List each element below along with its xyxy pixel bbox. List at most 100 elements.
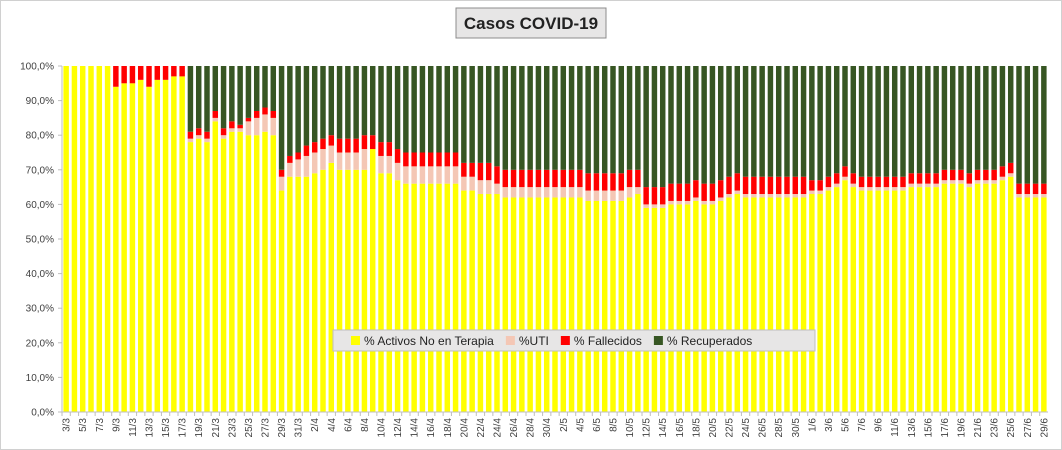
legend-label: % Recuperados <box>667 334 752 348</box>
x-tick-label: 23/3 <box>227 418 238 438</box>
bar-segment <box>419 152 426 167</box>
bar-segment <box>635 187 641 195</box>
bar-segment <box>842 66 848 167</box>
x-tick-label: 24/4 <box>493 418 504 438</box>
bar-segment <box>510 187 517 198</box>
bar-segment <box>635 169 641 188</box>
bar-segment <box>568 169 575 188</box>
bar-segment <box>543 197 550 412</box>
legend-swatch <box>505 336 515 345</box>
bar-segment <box>651 66 658 188</box>
bar-segment <box>187 66 194 132</box>
bar-segment <box>137 66 144 80</box>
bar-segment <box>635 66 641 170</box>
bar-segment <box>817 194 823 412</box>
bar-segment <box>792 66 799 177</box>
bar-segment <box>469 66 475 163</box>
bar-segment <box>676 183 683 201</box>
bar-segment <box>626 169 633 188</box>
y-tick-label: 90,0% <box>26 96 54 107</box>
bar-segment <box>494 166 500 184</box>
x-tick-label: 17/6 <box>940 418 951 438</box>
bar-segment <box>867 187 873 191</box>
bar-segment <box>287 66 293 156</box>
bar-segment <box>875 190 881 412</box>
bar-segment <box>610 200 616 412</box>
bar-segment <box>494 194 500 412</box>
bar-segment <box>328 66 335 136</box>
x-tick-label: 6/4 <box>343 418 354 432</box>
bar-segment <box>726 66 732 177</box>
bar-segment <box>966 187 973 412</box>
bar-segment <box>411 166 417 184</box>
x-tick-label: 20/5 <box>708 418 719 438</box>
bar-segment <box>651 207 658 412</box>
bar-segment <box>461 66 467 163</box>
bar-segment <box>759 176 765 195</box>
bar-segment <box>742 197 749 412</box>
bar-segment <box>461 190 467 412</box>
bar-segment <box>146 86 152 412</box>
bar-segment <box>974 66 981 170</box>
x-tick-label: 31/3 <box>294 418 305 438</box>
bar-segment <box>941 183 948 412</box>
x-tick-label: 19/6 <box>957 418 968 438</box>
bar-segment <box>485 66 492 163</box>
bar-segment <box>510 66 517 170</box>
bar-segment <box>983 180 989 184</box>
bar-segment <box>519 197 525 412</box>
bar-segment <box>386 66 393 143</box>
bar-segment <box>941 180 948 184</box>
bar-segment <box>1032 66 1039 184</box>
x-tick-label: 25/6 <box>1006 418 1017 438</box>
bar-segment <box>701 204 707 412</box>
x-tick-label: 30/4 <box>542 418 553 438</box>
bar-segment <box>162 79 169 412</box>
bar-segment <box>659 187 666 205</box>
bar-segment <box>411 66 417 153</box>
bar-segment <box>477 180 484 195</box>
bar-segment <box>1016 66 1022 184</box>
bar-segment <box>585 190 591 201</box>
bar-segment <box>891 176 898 188</box>
x-tick-label: 28/5 <box>774 418 785 438</box>
bar-segment <box>734 194 741 412</box>
bar-segment <box>519 66 525 170</box>
bar-segment <box>535 197 542 412</box>
bar-segment <box>195 128 202 136</box>
bar-segment <box>394 180 401 412</box>
bar-segment <box>345 152 351 170</box>
title-box <box>455 7 607 39</box>
bar-segment <box>270 110 277 118</box>
bar-segment <box>792 197 799 412</box>
bar-segment <box>693 180 699 198</box>
bar-segment <box>676 66 683 184</box>
bar-segment <box>63 66 69 412</box>
x-tick-label: 4/4 <box>327 418 338 432</box>
bar-segment <box>800 176 807 195</box>
bar-segment <box>113 86 119 412</box>
bar-segment <box>137 79 144 412</box>
x-tick-label: 10/5 <box>625 418 636 438</box>
bar-segment <box>187 138 194 143</box>
bar-segment <box>510 197 517 412</box>
bar-segment <box>568 66 575 170</box>
bar-segment <box>949 180 956 184</box>
bar-segment <box>784 66 790 177</box>
bar-segment <box>908 66 915 174</box>
bar-segment <box>858 187 865 191</box>
bar-segment <box>751 194 757 198</box>
bar-segment <box>775 176 782 195</box>
bar-segment <box>303 155 310 177</box>
bar-segment <box>237 131 243 413</box>
bar-segment <box>179 66 185 77</box>
bar-segment <box>767 197 774 412</box>
x-tick-label: 3/6 <box>824 418 835 432</box>
bar-segment <box>477 162 484 181</box>
bar-segment <box>212 117 219 122</box>
bar-segment <box>560 169 567 188</box>
bar-segment <box>295 159 301 177</box>
x-tick-label: 2/4 <box>310 418 321 432</box>
bar-segment <box>427 166 434 184</box>
bar-segment <box>593 173 600 191</box>
